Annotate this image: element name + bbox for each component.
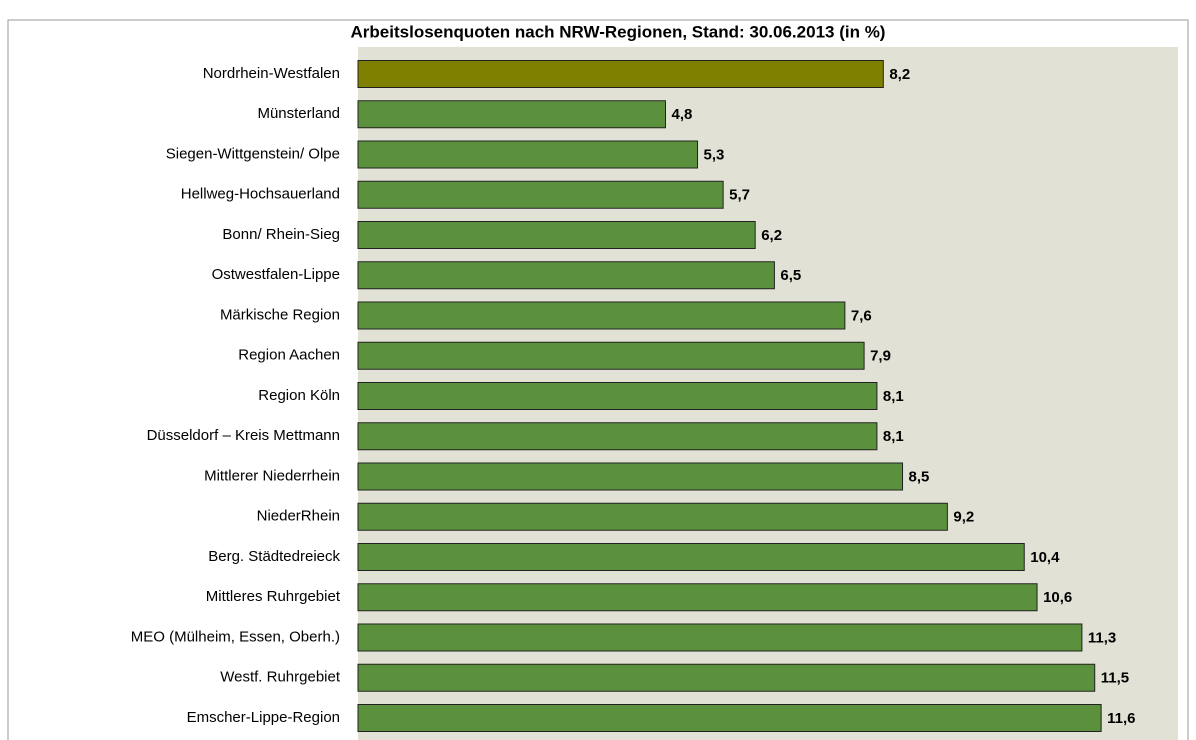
category-label: Mittleres Ruhrgebiet <box>206 588 341 605</box>
category-label: MEO (Mülheim, Essen, Oberh.) <box>131 628 340 645</box>
bar <box>357 704 1102 732</box>
category-label: Bonn/ Rhein-Sieg <box>222 226 340 243</box>
category-label: Münsterland <box>257 105 340 122</box>
bar <box>357 180 724 209</box>
value-label: 4,8 <box>672 106 693 123</box>
bar <box>357 422 878 451</box>
bar <box>357 382 878 410</box>
value-label: 5,7 <box>729 187 750 204</box>
category-label: Region Aachen <box>238 347 340 364</box>
value-label: 6,2 <box>761 227 782 244</box>
category-label: Nordrhein-Westfalen <box>203 65 340 82</box>
bar <box>357 543 1025 571</box>
value-label: 11,3 <box>1088 629 1116 646</box>
bar <box>357 100 666 129</box>
category-label: Ostwestfalen-Lippe <box>212 266 340 283</box>
bar <box>357 341 865 370</box>
value-label: 8,1 <box>883 428 904 445</box>
bar <box>357 261 775 290</box>
bar <box>357 663 1096 692</box>
category-label: Märkische Region <box>220 306 340 323</box>
bar <box>357 221 756 249</box>
value-label: 5,3 <box>704 146 725 163</box>
value-label: 7,9 <box>870 348 891 365</box>
category-label: Berg. Städtedreieck <box>208 548 340 565</box>
category-label: NiederRhein <box>257 508 340 525</box>
bar <box>357 502 948 531</box>
bar <box>357 301 846 330</box>
category-label: Düsseldorf – Kreis Mettmann <box>147 427 340 444</box>
category-label: Region Köln <box>258 387 340 404</box>
value-label: 7,6 <box>851 307 872 324</box>
category-label: Siegen-Wittgenstein/ Olpe <box>166 145 340 162</box>
bar <box>357 140 699 169</box>
category-label: Emscher-Lippe-Region <box>187 709 340 726</box>
value-label: 11,6 <box>1107 710 1135 727</box>
value-label: 10,4 <box>1030 549 1060 566</box>
bar <box>357 462 904 491</box>
value-label: 8,2 <box>889 66 910 83</box>
chart-title: Arbeitslosenquoten nach NRW-Regionen, St… <box>351 22 886 41</box>
bar <box>357 623 1083 652</box>
bar <box>357 583 1038 612</box>
value-label: 10,6 <box>1043 589 1072 606</box>
category-label: Hellweg-Hochsauerland <box>181 186 340 203</box>
category-label: Westf. Ruhrgebiet <box>220 669 341 686</box>
value-label: 9,2 <box>953 509 974 526</box>
value-label: 8,5 <box>909 468 930 485</box>
value-label: 11,5 <box>1101 670 1129 687</box>
category-label: Mittlerer Niederrhein <box>204 467 340 484</box>
value-label: 6,5 <box>780 267 801 284</box>
bar <box>357 60 884 88</box>
value-label: 8,1 <box>883 388 904 405</box>
